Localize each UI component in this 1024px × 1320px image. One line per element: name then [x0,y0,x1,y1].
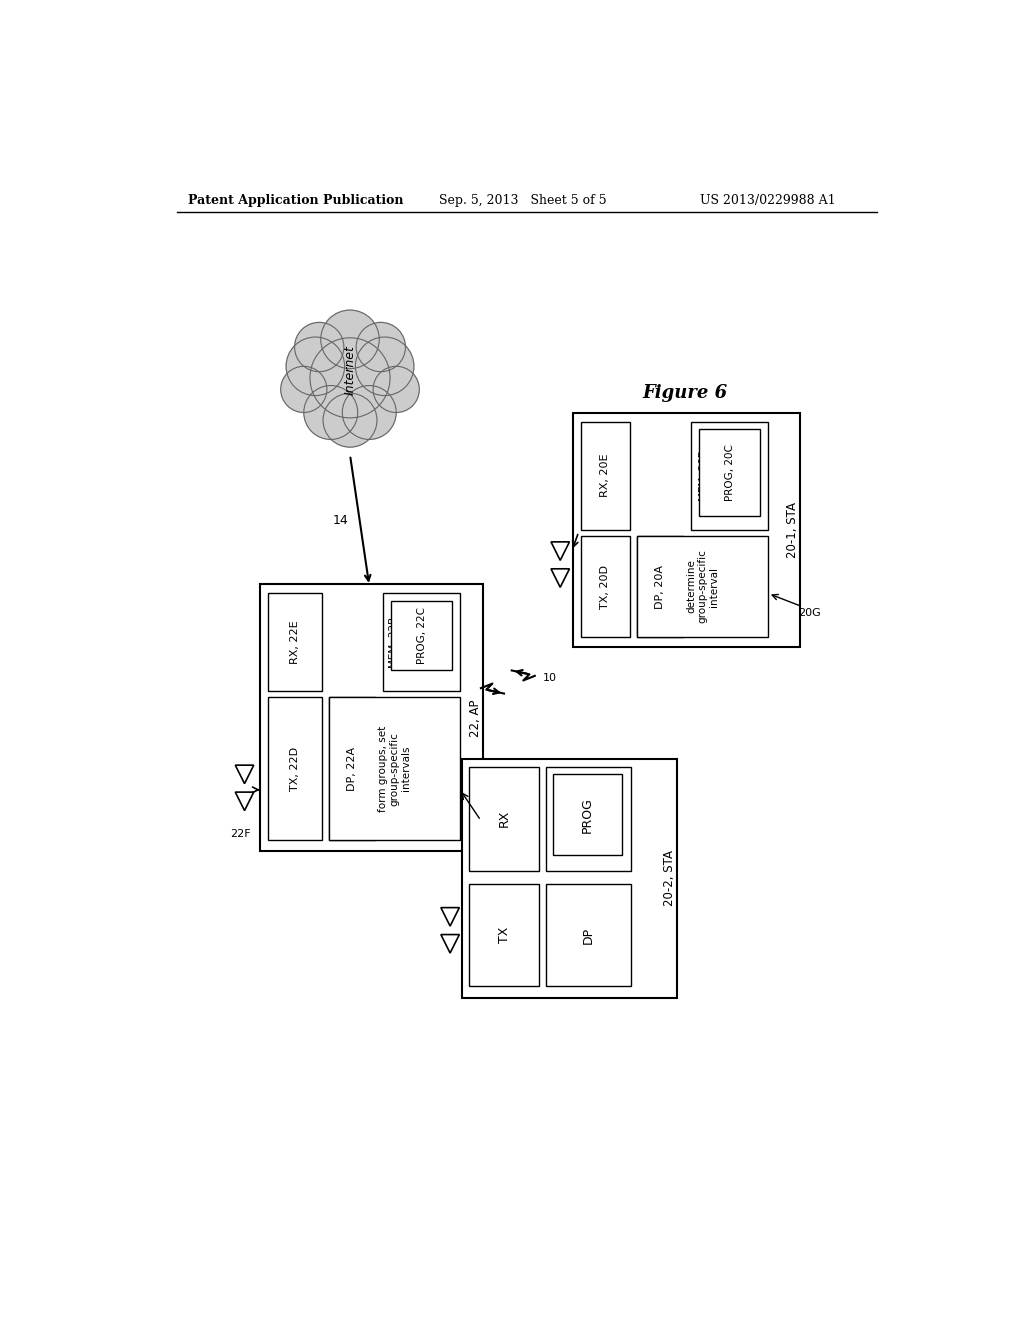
Bar [691,422,768,529]
Bar [260,585,483,851]
Circle shape [355,337,414,396]
Bar [469,884,539,986]
Text: MEM, 22B: MEM, 22B [389,616,399,668]
Circle shape [323,393,377,447]
Text: 20F: 20F [574,517,595,527]
Bar [547,767,631,871]
Text: 22, AP: 22, AP [469,700,482,737]
Bar [637,536,683,638]
Circle shape [295,322,344,372]
Text: RX, 22E: RX, 22E [290,620,300,664]
Text: Internet: Internet [343,346,356,395]
Bar [637,536,768,638]
Text: Patent Application Publication: Patent Application Publication [188,194,403,207]
Circle shape [373,367,419,413]
Text: TX, 20D: TX, 20D [600,565,610,609]
Text: DP, 22A: DP, 22A [347,747,357,791]
Text: determine
group-specific
interval: determine group-specific interval [686,549,719,623]
Text: MEM, 20B: MEM, 20B [698,450,709,502]
Bar [330,697,460,840]
Text: PROG: PROG [581,797,594,833]
Text: form groups, set
group-specific
intervals: form groups, set group-specific interval… [378,726,412,812]
Text: RX: RX [498,810,511,828]
Bar [267,594,322,692]
Bar [462,759,677,998]
Text: US 2013/0229988 A1: US 2013/0229988 A1 [700,194,836,207]
Bar [383,594,460,692]
Text: MEM: MEM [553,804,565,833]
Bar [581,422,630,529]
Circle shape [321,310,379,368]
Bar [547,884,631,986]
Text: DP, 20A: DP, 20A [655,565,666,609]
Circle shape [304,385,357,440]
Text: 20-1, STA: 20-1, STA [786,502,800,558]
Text: DP: DP [583,927,595,944]
Circle shape [356,322,406,372]
Text: Sep. 5, 2013   Sheet 5 of 5: Sep. 5, 2013 Sheet 5 of 5 [438,194,606,207]
Text: TX, 22D: TX, 22D [290,747,300,791]
Text: 10: 10 [543,673,556,684]
Bar [698,429,761,516]
Bar [573,413,801,647]
Bar [267,697,322,840]
Bar [391,601,453,671]
Bar [553,775,622,855]
Circle shape [310,338,390,418]
Text: RX, 20E: RX, 20E [600,454,610,498]
Text: 20G: 20G [799,607,821,618]
Text: 22G: 22G [477,824,500,833]
Bar [469,767,539,871]
Circle shape [281,367,327,413]
Text: 22F: 22F [230,829,251,840]
Circle shape [342,385,396,440]
Text: PROG, 20C: PROG, 20C [725,445,734,502]
Text: TX: TX [498,927,511,942]
Text: 14: 14 [333,513,348,527]
Circle shape [286,337,345,396]
Bar [330,697,376,840]
Bar [581,536,630,638]
Text: Figure 6: Figure 6 [642,384,727,403]
Text: PROG, 22C: PROG, 22C [417,607,427,664]
Text: 20-2, STA: 20-2, STA [664,850,676,907]
